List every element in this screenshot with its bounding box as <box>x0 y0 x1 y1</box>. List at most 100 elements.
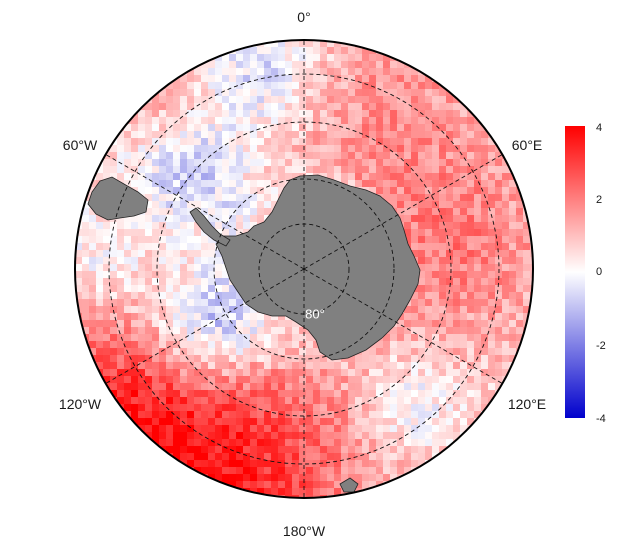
anomaly-cell <box>299 124 307 132</box>
anomaly-cell <box>376 432 384 440</box>
anomaly-cell <box>166 229 174 237</box>
anomaly-cell <box>271 187 279 195</box>
anomaly-cell <box>418 96 426 104</box>
anomaly-cell <box>243 166 251 174</box>
anomaly-cell <box>299 432 307 440</box>
anomaly-cell <box>523 306 531 314</box>
anomaly-cell <box>327 166 335 174</box>
anomaly-cell <box>131 138 139 146</box>
anomaly-cell <box>138 397 146 405</box>
anomaly-cell <box>502 264 510 272</box>
anomaly-cell <box>145 166 153 174</box>
anomaly-cell <box>446 201 454 209</box>
anomaly-cell <box>124 397 132 405</box>
anomaly-cell <box>159 215 167 223</box>
anomaly-cell <box>418 418 426 426</box>
anomaly-cell <box>481 383 489 391</box>
anomaly-cell <box>173 131 181 139</box>
anomaly-cell <box>341 390 349 398</box>
anomaly-cell <box>474 397 482 405</box>
anomaly-cell <box>75 299 83 307</box>
anomaly-cell <box>271 348 279 356</box>
anomaly-cell <box>453 243 461 251</box>
anomaly-cell <box>348 390 356 398</box>
anomaly-cell <box>418 236 426 244</box>
anomaly-cell <box>397 180 405 188</box>
anomaly-cell <box>110 243 118 251</box>
anomaly-cell <box>173 327 181 335</box>
anomaly-cell <box>488 320 496 328</box>
anomaly-cell <box>341 495 349 498</box>
anomaly-cell <box>292 425 300 433</box>
anomaly-cell <box>341 61 349 69</box>
anomaly-cell <box>341 446 349 454</box>
anomaly-cell <box>250 187 258 195</box>
anomaly-cell <box>404 159 412 167</box>
anomaly-cell <box>278 313 286 321</box>
anomaly-cell <box>439 271 447 279</box>
anomaly-cell <box>446 334 454 342</box>
anomaly-cell <box>180 103 188 111</box>
anomaly-cell <box>145 180 153 188</box>
anomaly-cell <box>411 355 419 363</box>
anomaly-cell <box>334 131 342 139</box>
anomaly-cell <box>425 453 433 461</box>
anomaly-cell <box>376 467 384 475</box>
anomaly-cell <box>418 460 426 468</box>
anomaly-cell <box>397 89 405 97</box>
anomaly-cell <box>411 215 419 223</box>
anomaly-cell <box>292 145 300 153</box>
anomaly-cell <box>278 180 286 188</box>
anomaly-cell <box>397 173 405 181</box>
anomaly-cell <box>145 208 153 216</box>
anomaly-cell <box>236 341 244 349</box>
anomaly-cell <box>411 453 419 461</box>
anomaly-cell <box>166 89 174 97</box>
anomaly-cell <box>460 208 468 216</box>
anomaly-cell <box>516 313 524 321</box>
anomaly-cell <box>173 257 181 265</box>
anomaly-cell <box>390 404 398 412</box>
anomaly-cell <box>446 103 454 111</box>
anomaly-cell <box>243 68 251 76</box>
anomaly-cell <box>236 229 244 237</box>
anomaly-cell <box>75 257 83 265</box>
anomaly-cell <box>397 187 405 195</box>
anomaly-cell <box>264 418 272 426</box>
anomaly-cell <box>341 131 349 139</box>
anomaly-cell <box>439 383 447 391</box>
anomaly-cell <box>488 138 496 146</box>
anomaly-cell <box>299 481 307 489</box>
anomaly-cell <box>481 285 489 293</box>
anomaly-cell <box>285 40 293 48</box>
anomaly-cell <box>180 236 188 244</box>
anomaly-cell <box>257 383 265 391</box>
anomaly-cell <box>145 138 153 146</box>
anomaly-cell <box>439 236 447 244</box>
anomaly-cell <box>481 355 489 363</box>
anomaly-cell <box>208 187 216 195</box>
anomaly-cell <box>215 187 223 195</box>
anomaly-cell <box>187 439 195 447</box>
anomaly-cell <box>103 166 111 174</box>
anomaly-cell <box>215 397 223 405</box>
anomaly-cell <box>523 243 531 251</box>
anomaly-cell <box>138 418 146 426</box>
anomaly-cell <box>138 166 146 174</box>
anomaly-cell <box>278 82 286 90</box>
anomaly-cell <box>278 355 286 363</box>
anomaly-cell <box>418 124 426 132</box>
anomaly-cell <box>320 103 328 111</box>
anomaly-cell <box>320 82 328 90</box>
anomaly-cell <box>187 383 195 391</box>
anomaly-cell <box>334 61 342 69</box>
anomaly-cell <box>96 229 104 237</box>
anomaly-cell <box>215 68 223 76</box>
anomaly-cell <box>75 264 83 272</box>
anomaly-cell <box>180 425 188 433</box>
anomaly-cell <box>278 481 286 489</box>
anomaly-cell <box>348 54 356 62</box>
anomaly-cell <box>243 320 251 328</box>
anomaly-cell <box>166 369 174 377</box>
anomaly-cell <box>376 488 384 496</box>
